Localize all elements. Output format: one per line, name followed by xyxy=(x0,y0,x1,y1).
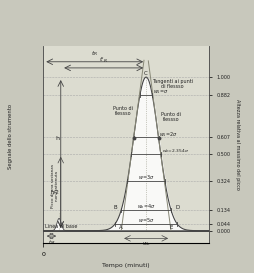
X-axis label: Tempo (minuti): Tempo (minuti) xyxy=(102,263,149,268)
Text: $w_b\!=\!2.354\sigma$: $w_b\!=\!2.354\sigma$ xyxy=(162,147,188,155)
Text: Segnale dello strumento: Segnale dello strumento xyxy=(8,104,13,169)
Text: B: B xyxy=(113,205,116,210)
Text: h/2: h/2 xyxy=(50,190,59,195)
Text: Punto di
flessso: Punto di flessso xyxy=(113,105,132,116)
Text: $w_1\!=\!2\sigma$: $w_1\!=\!2\sigma$ xyxy=(159,130,178,138)
Text: $t'_R$: $t'_R$ xyxy=(99,55,108,65)
Text: $t_R$: $t_R$ xyxy=(91,49,98,58)
Text: D: D xyxy=(174,205,179,210)
Text: $w\!=\!3\sigma$: $w\!=\!3\sigma$ xyxy=(137,173,154,181)
Text: $w\!=\!5\sigma$: $w\!=\!5\sigma$ xyxy=(137,216,154,224)
Text: $w_b\!=\!4\sigma$: $w_b\!=\!4\sigma$ xyxy=(136,202,155,211)
Text: Punto di
flessso: Punto di flessso xyxy=(160,112,180,123)
Text: $w_b$: $w_b$ xyxy=(141,241,150,248)
Y-axis label: Altezza relativa al massimo del picco: Altezza relativa al massimo del picco xyxy=(234,99,240,190)
Text: C: C xyxy=(144,71,147,76)
Text: Tangenti ai punti
di flessso: Tangenti ai punti di flessso xyxy=(151,79,193,90)
Text: Linea di base: Linea di base xyxy=(45,224,77,229)
Text: $w_1\!=\!\sigma$: $w_1\!=\!\sigma$ xyxy=(153,88,168,96)
Text: h: h xyxy=(55,136,59,141)
Text: Picco di una sostanza
non trattenuta: Picco di una sostanza non trattenuta xyxy=(51,164,59,208)
Text: $t_M$: $t_M$ xyxy=(47,238,55,247)
Text: E: E xyxy=(169,225,172,230)
Text: A: A xyxy=(119,225,123,230)
